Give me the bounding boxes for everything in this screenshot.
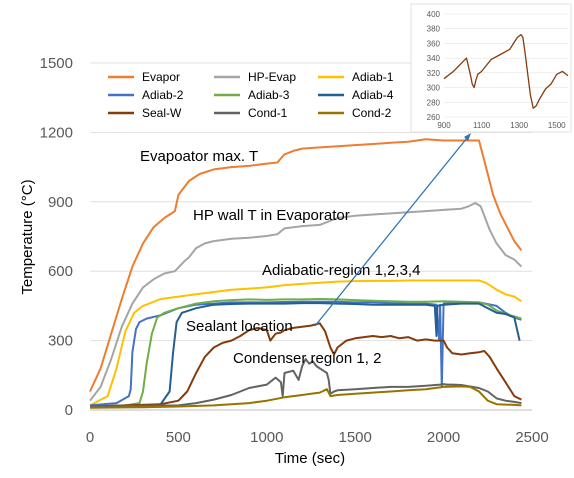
inset-x-tick-label-1300: 1300 bbox=[510, 121, 528, 130]
legend-label-seal-w: Seal-W bbox=[142, 106, 182, 120]
legend-label-evapor: Evapor bbox=[142, 70, 180, 84]
series-line-adiab-1 bbox=[89, 279, 522, 407]
inset-x-tick-labels: 900 1100 1300 1500 bbox=[437, 121, 566, 130]
legend-label-adiab-4: Adiab-4 bbox=[352, 88, 394, 102]
x-tick-labels: 0 500 1000 1500 2000 2500 bbox=[86, 429, 549, 446]
legend-label-hp-evap: HP-Evap bbox=[248, 70, 296, 84]
legend-label-cond-1: Cond-1 bbox=[248, 106, 288, 120]
series-line-evapor bbox=[89, 138, 523, 392]
inset-y-tick-labels: 260 280 300 320 340 360 380 400 bbox=[427, 10, 441, 122]
series-line-adiab-2 bbox=[89, 300, 522, 407]
x-tick-label-1000: 1000 bbox=[250, 429, 283, 446]
y-tick-label-1200: 1200 bbox=[40, 124, 73, 141]
y-tick-label-0: 0 bbox=[65, 402, 73, 419]
y-axis-title: Temperature (°C) bbox=[19, 179, 36, 294]
series-line-cond-1 bbox=[89, 358, 522, 408]
series-line-hp-evap bbox=[89, 202, 523, 402]
legend: Evapor HP-Evap Adiab-1 Adiab-2 Adiab-3 Adiab-… bbox=[108, 70, 394, 120]
inset-y-tick-label-260: 260 bbox=[427, 113, 441, 122]
inset-y-tick-label-400: 400 bbox=[427, 10, 441, 19]
series-line-adiab-4 bbox=[89, 302, 521, 408]
inset-y-tick-label-300: 300 bbox=[427, 84, 441, 93]
y-tick-label-1500: 1500 bbox=[40, 55, 73, 72]
inset-y-tick-label-320: 320 bbox=[427, 69, 441, 78]
y-tick-label-600: 600 bbox=[48, 263, 73, 280]
inset-y-tick-label-360: 360 bbox=[427, 39, 441, 48]
x-axis-title: Time (sec) bbox=[275, 450, 345, 467]
annotation-condenser: Condenser region 1, 2 bbox=[233, 350, 381, 367]
inset-x-tick-label-900: 900 bbox=[437, 121, 451, 130]
x-tick-label-2000: 2000 bbox=[427, 429, 460, 446]
series-lines bbox=[89, 138, 523, 409]
x-tick-label-2500: 2500 bbox=[515, 429, 548, 446]
annotation-adiabatic: Adiabatic-region 1,2,3,4 bbox=[262, 262, 420, 279]
y-tick-label-300: 300 bbox=[48, 333, 73, 350]
annotation-sealant: Sealant location bbox=[186, 318, 293, 335]
legend-label-adiab-3: Adiab-3 bbox=[248, 88, 290, 102]
inset-chart: 900 1100 1300 1500 260 280 300 320 340 360 380 400 bbox=[410, 3, 572, 133]
y-tick-label-900: 900 bbox=[48, 194, 73, 211]
x-tick-label-1500: 1500 bbox=[339, 429, 372, 446]
inset-y-tick-label-340: 340 bbox=[427, 54, 441, 63]
annotation-hp-wall: HP wall T in Evaporator bbox=[193, 207, 350, 224]
inset-series-line-0 bbox=[443, 33, 569, 109]
zoom-pointer-arrow bbox=[314, 133, 471, 327]
inset-y-tick-label-280: 280 bbox=[427, 98, 441, 107]
series-line-cond-2 bbox=[89, 385, 522, 409]
y-tick-labels: 0 300 600 900 1200 1500 bbox=[40, 55, 73, 419]
legend-label-cond-2: Cond-2 bbox=[352, 106, 392, 120]
inset-x-tick-label-1100: 1100 bbox=[473, 121, 491, 130]
inset-series-lines bbox=[443, 33, 569, 109]
annotation-evaporator-max: Evapoator max. T bbox=[140, 148, 258, 165]
legend-label-adiab-1: Adiab-1 bbox=[352, 70, 394, 84]
inset-y-tick-label-380: 380 bbox=[427, 25, 441, 34]
x-tick-label-0: 0 bbox=[86, 429, 94, 446]
legend-label-adiab-2: Adiab-2 bbox=[142, 88, 184, 102]
inset-background bbox=[410, 3, 572, 133]
series-line-seal-w bbox=[89, 322, 522, 408]
series-line-adiab-3 bbox=[89, 298, 522, 408]
x-tick-label-500: 500 bbox=[166, 429, 191, 446]
inset-x-tick-label-1500: 1500 bbox=[548, 121, 566, 130]
